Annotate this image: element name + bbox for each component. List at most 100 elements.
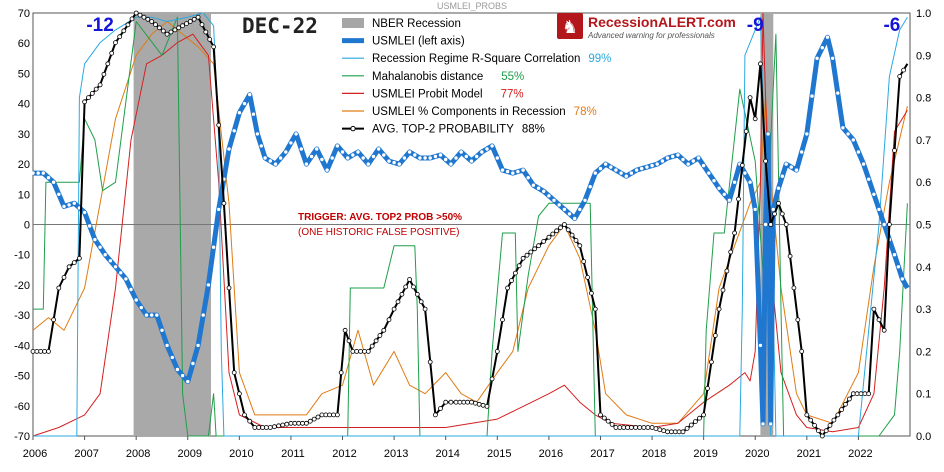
series-point-avg bbox=[592, 306, 598, 312]
series-probit bbox=[32, 12, 908, 437]
series-point-usmlei bbox=[511, 171, 515, 175]
series-point-usmlei bbox=[526, 176, 530, 180]
series-point-avg bbox=[42, 348, 47, 354]
series-point-avg bbox=[601, 415, 607, 421]
series-point-avg bbox=[187, 19, 193, 24]
series-point-avg bbox=[93, 86, 99, 92]
series-point-avg bbox=[465, 399, 471, 405]
series-point-usmlei bbox=[304, 162, 309, 166]
series-point-avg bbox=[457, 399, 463, 405]
brand-horse-icon bbox=[557, 13, 583, 39]
series-point-usmlei bbox=[211, 245, 216, 249]
series-point-usmlei bbox=[356, 150, 360, 154]
series-point-usmlei bbox=[196, 343, 200, 348]
series-point-avg bbox=[637, 425, 643, 430]
series-point-avg bbox=[365, 348, 371, 354]
legend-item-probit: USMLEI Probit Model 77% bbox=[342, 88, 524, 100]
x-tick-label: 2009 bbox=[178, 448, 202, 460]
series-point-avg bbox=[550, 231, 556, 237]
series-point-avg bbox=[505, 285, 511, 291]
series-point-usmlei bbox=[237, 111, 242, 115]
series-point-usmlei bbox=[299, 147, 303, 151]
series-point-usmlei bbox=[665, 156, 670, 160]
series-point-avg bbox=[528, 249, 534, 255]
series-point-usmlei bbox=[769, 422, 773, 426]
series-point-avg bbox=[411, 284, 416, 290]
series-point-avg bbox=[414, 291, 420, 297]
series-point-usmlei bbox=[46, 176, 51, 180]
series-point-avg bbox=[469, 399, 474, 405]
series-point-avg bbox=[839, 407, 844, 413]
legend-item-comp: USMLEI % Components in Recession 78% bbox=[342, 106, 597, 118]
series-point-avg bbox=[284, 421, 290, 427]
x-tick-label: 2008 bbox=[126, 448, 150, 460]
left-tick-label: 30 bbox=[18, 129, 30, 141]
series-point-usmlei bbox=[603, 162, 608, 166]
series-point-usmlei bbox=[753, 207, 757, 212]
series-point-avg bbox=[546, 234, 552, 240]
left-tick-label: -30 bbox=[14, 310, 30, 322]
series-point-usmlei bbox=[583, 198, 587, 202]
series-point-usmlei bbox=[444, 157, 448, 162]
series-point-avg bbox=[758, 61, 763, 67]
series-point-usmlei bbox=[201, 313, 205, 317]
series-point-avg bbox=[705, 385, 710, 391]
x-tick-label: 2019 bbox=[693, 448, 717, 460]
series-point-avg bbox=[876, 317, 882, 323]
legend-label: Recession Regime R-Square Correlation bbox=[372, 53, 580, 65]
lead-label: -6 bbox=[883, 15, 900, 36]
right-tick-label: 0.4 bbox=[916, 262, 931, 274]
series-point-avg bbox=[795, 317, 801, 323]
series-point-usmlei bbox=[521, 168, 525, 172]
series-point-avg bbox=[395, 299, 401, 305]
series-point-avg bbox=[51, 317, 56, 323]
series-point-avg bbox=[892, 148, 897, 153]
series-point-usmlei bbox=[449, 162, 453, 166]
x-tick-label: 2021 bbox=[797, 448, 821, 460]
series-point-avg bbox=[168, 29, 174, 35]
trigger-line2: (ONE HISTORIC FALSE POSITIVE) bbox=[298, 227, 460, 238]
series-point-usmlei bbox=[438, 153, 443, 157]
left-tick-label: -50 bbox=[14, 371, 30, 383]
right-tick-label: 0.9 bbox=[916, 50, 931, 62]
series-point-usmlei bbox=[892, 253, 897, 257]
series-point-usmlei bbox=[475, 154, 479, 159]
x-tick-label: 2011 bbox=[281, 448, 305, 460]
series-point-usmlei bbox=[206, 283, 211, 287]
series-point-avg bbox=[342, 327, 348, 333]
series-point-avg bbox=[129, 16, 135, 22]
series-point-usmlei bbox=[701, 163, 706, 168]
brand-name: RecessionALERT.com bbox=[588, 14, 736, 30]
series-point-avg bbox=[701, 412, 706, 418]
series-point-usmlei bbox=[124, 277, 128, 281]
series-point-usmlei bbox=[392, 160, 396, 165]
brand-horse-glyph: ♞ bbox=[562, 17, 578, 37]
series-point-avg bbox=[418, 299, 424, 305]
series-point-avg bbox=[311, 416, 317, 422]
x-tick-label: 2018 bbox=[642, 448, 666, 460]
series-point-avg bbox=[399, 291, 405, 297]
left-tick-label: 60 bbox=[18, 38, 30, 50]
series-point-usmlei bbox=[459, 150, 463, 154]
series-point-avg bbox=[207, 37, 213, 42]
series-point-avg bbox=[221, 200, 227, 206]
series-point-usmlei bbox=[846, 132, 850, 136]
series-point-usmlei bbox=[255, 132, 260, 136]
series-point-usmlei bbox=[748, 180, 752, 184]
series-point-usmlei bbox=[108, 259, 113, 263]
series-point-avg bbox=[358, 348, 364, 354]
series-point-usmlei bbox=[629, 171, 634, 175]
series-point-usmlei bbox=[707, 171, 711, 175]
series-point-usmlei bbox=[712, 179, 716, 183]
series-point-usmlei bbox=[57, 192, 61, 196]
series-point-avg bbox=[484, 403, 490, 409]
series-point-usmlei bbox=[722, 192, 726, 196]
series-point-avg bbox=[641, 425, 647, 430]
series-point-avg bbox=[516, 263, 522, 269]
series-point-usmlei bbox=[361, 156, 365, 160]
series-point-avg bbox=[125, 22, 131, 28]
series-point-avg bbox=[712, 333, 718, 338]
series-point-avg bbox=[71, 260, 77, 266]
series-point-usmlei bbox=[655, 162, 659, 166]
series-point-avg bbox=[315, 414, 321, 420]
